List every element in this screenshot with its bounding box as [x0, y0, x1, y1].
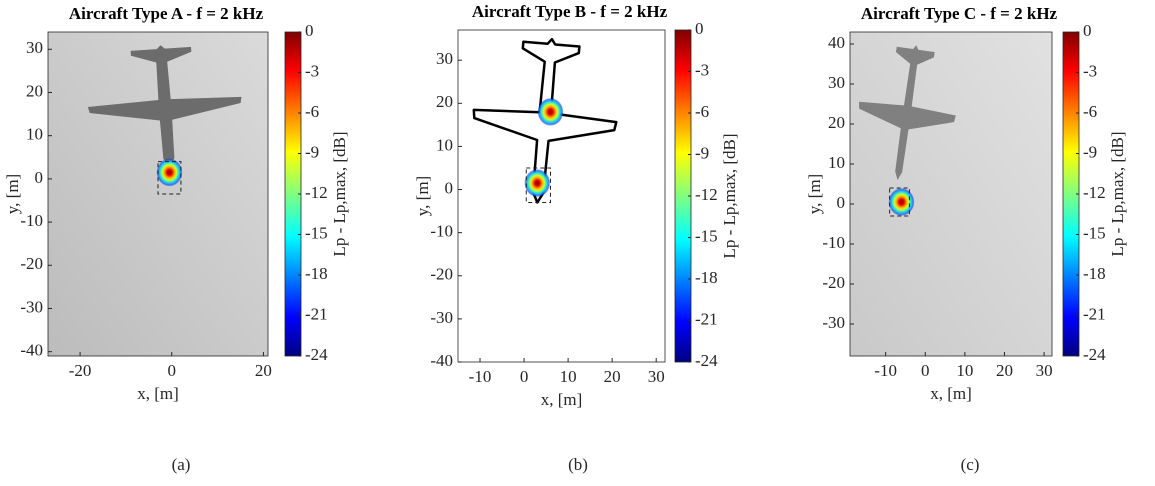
y-tick-label: 20: [828, 113, 845, 132]
colorbar-tick-label: -21: [695, 309, 718, 328]
x-tick-label: 0: [520, 367, 529, 386]
y-tick-label: 0: [35, 168, 44, 187]
axes-frame: [457, 29, 666, 363]
colorbar-tick-label: -24: [695, 351, 718, 370]
caption: (c): [961, 455, 980, 474]
y-tick-label: 10: [436, 135, 453, 154]
y-tick-label: -30: [430, 308, 453, 327]
y-tick-label: -10: [822, 233, 845, 252]
chart-title: Aircraft Type C - f = 2 kHz: [861, 4, 1058, 23]
y-tick-label: 10: [828, 153, 845, 172]
y-tick-label: 40: [828, 33, 845, 52]
x-tick-label: 30: [1036, 361, 1053, 380]
noise-source: [524, 169, 551, 198]
axes-frame: [47, 31, 269, 357]
x-tick-label: -10: [469, 367, 492, 386]
y-tick-label: 20: [436, 92, 453, 111]
aircraft-silhouette: [859, 45, 956, 180]
y-tick-label: -40: [20, 341, 43, 360]
colorbar-tick-label: -9: [695, 143, 709, 162]
x-tick-label: 20: [604, 367, 621, 386]
noise-source: [888, 188, 915, 216]
colorbar-tick-label: -21: [305, 304, 328, 323]
x-tick-label: 20: [996, 361, 1013, 380]
region-box: [157, 161, 182, 195]
y-tick-label: 30: [828, 73, 845, 92]
colorbar-label: Lp - Lp,max, [dB]: [330, 131, 349, 256]
y-tick-label: -10: [430, 222, 453, 241]
colorbar-tick-label: -3: [305, 61, 319, 80]
colorbar-tick-label: -15: [1083, 223, 1106, 242]
y-tick-label: -30: [20, 297, 43, 316]
x-axis-label: x, [m]: [541, 390, 583, 409]
noise-source: [537, 97, 564, 126]
colorbar-tick-label: -9: [1083, 142, 1097, 161]
colorbar-tick-label: -18: [305, 264, 328, 283]
y-tick-label: -20: [20, 254, 43, 273]
noise-source: [156, 158, 183, 187]
colorbar-tick-label: -12: [695, 185, 718, 204]
colorbar-tick-label: -18: [1083, 264, 1106, 283]
y-tick-label: 0: [837, 193, 846, 212]
background-haze: [850, 32, 1052, 356]
plot-background: [458, 30, 665, 362]
colorbar-tick-label: -21: [1083, 304, 1106, 323]
colorbar-tick-label: -9: [305, 142, 319, 161]
y-tick-label: 0: [445, 178, 454, 197]
colorbar-tick-label: -3: [695, 60, 709, 79]
colorbar-label: Lp - Lp,max, [dB]: [1108, 131, 1127, 256]
x-tick-label: 30: [648, 367, 665, 386]
colorbar-tick-label: 0: [695, 19, 704, 38]
colorbar-label: Lp - Lp,max, [dB]: [720, 133, 739, 258]
axes-frame: [849, 31, 1053, 357]
x-axis-label: x, [m]: [930, 384, 972, 403]
y-tick-label: -30: [822, 313, 845, 332]
y-tick-label: -10: [20, 211, 43, 230]
y-tick-label: 30: [26, 38, 43, 57]
colorbar-tick-label: -6: [695, 102, 709, 121]
colorbar-tick-label: -15: [305, 223, 328, 242]
colorbar-tick-label: -24: [1083, 345, 1106, 364]
y-tick-label: -20: [430, 265, 453, 284]
y-axis-label: y, [m]: [3, 174, 22, 214]
caption: (b): [568, 455, 588, 474]
x-tick-label: 20: [255, 361, 272, 380]
y-tick-label: -40: [430, 351, 453, 370]
aircraft-silhouette: [87, 45, 242, 166]
x-axis-label: x, [m]: [137, 384, 179, 403]
y-tick-label: 30: [436, 49, 453, 68]
colorbar-tick-label: -18: [695, 268, 718, 287]
colorbar-tick-label: -6: [305, 102, 319, 121]
x-tick-label: -10: [874, 361, 897, 380]
region-box: [525, 167, 551, 203]
x-tick-label: 10: [560, 367, 577, 386]
y-tick-label: 20: [26, 81, 43, 100]
y-tick-label: -20: [822, 273, 845, 292]
caption: (a): [172, 455, 191, 474]
colorbar-tick-label: -6: [1083, 102, 1097, 121]
chart-title: Aircraft Type B - f = 2 kHz: [472, 2, 668, 21]
x-tick-label: 10: [956, 361, 973, 380]
colorbar-tick-label: -15: [695, 226, 718, 245]
y-tick-label: 10: [26, 125, 43, 144]
aircraft-silhouette: [472, 37, 618, 204]
y-axis-label: y, [m]: [805, 174, 824, 214]
colorbar-tick-label: -12: [1083, 183, 1106, 202]
colorbar-tick-label: -3: [1083, 61, 1097, 80]
chart-title: Aircraft Type A - f = 2 kHz: [69, 4, 264, 23]
colorbar-tick-label: -12: [305, 183, 328, 202]
region-box: [889, 187, 910, 217]
colorbar-tick-label: -24: [305, 345, 328, 364]
x-tick-label: -20: [69, 361, 92, 380]
colorbar-tick-label: 0: [1083, 21, 1092, 40]
x-tick-label: 0: [921, 361, 930, 380]
y-axis-label: y, [m]: [413, 176, 432, 216]
colorbar-tick-label: 0: [305, 21, 314, 40]
x-tick-label: 0: [168, 361, 177, 380]
